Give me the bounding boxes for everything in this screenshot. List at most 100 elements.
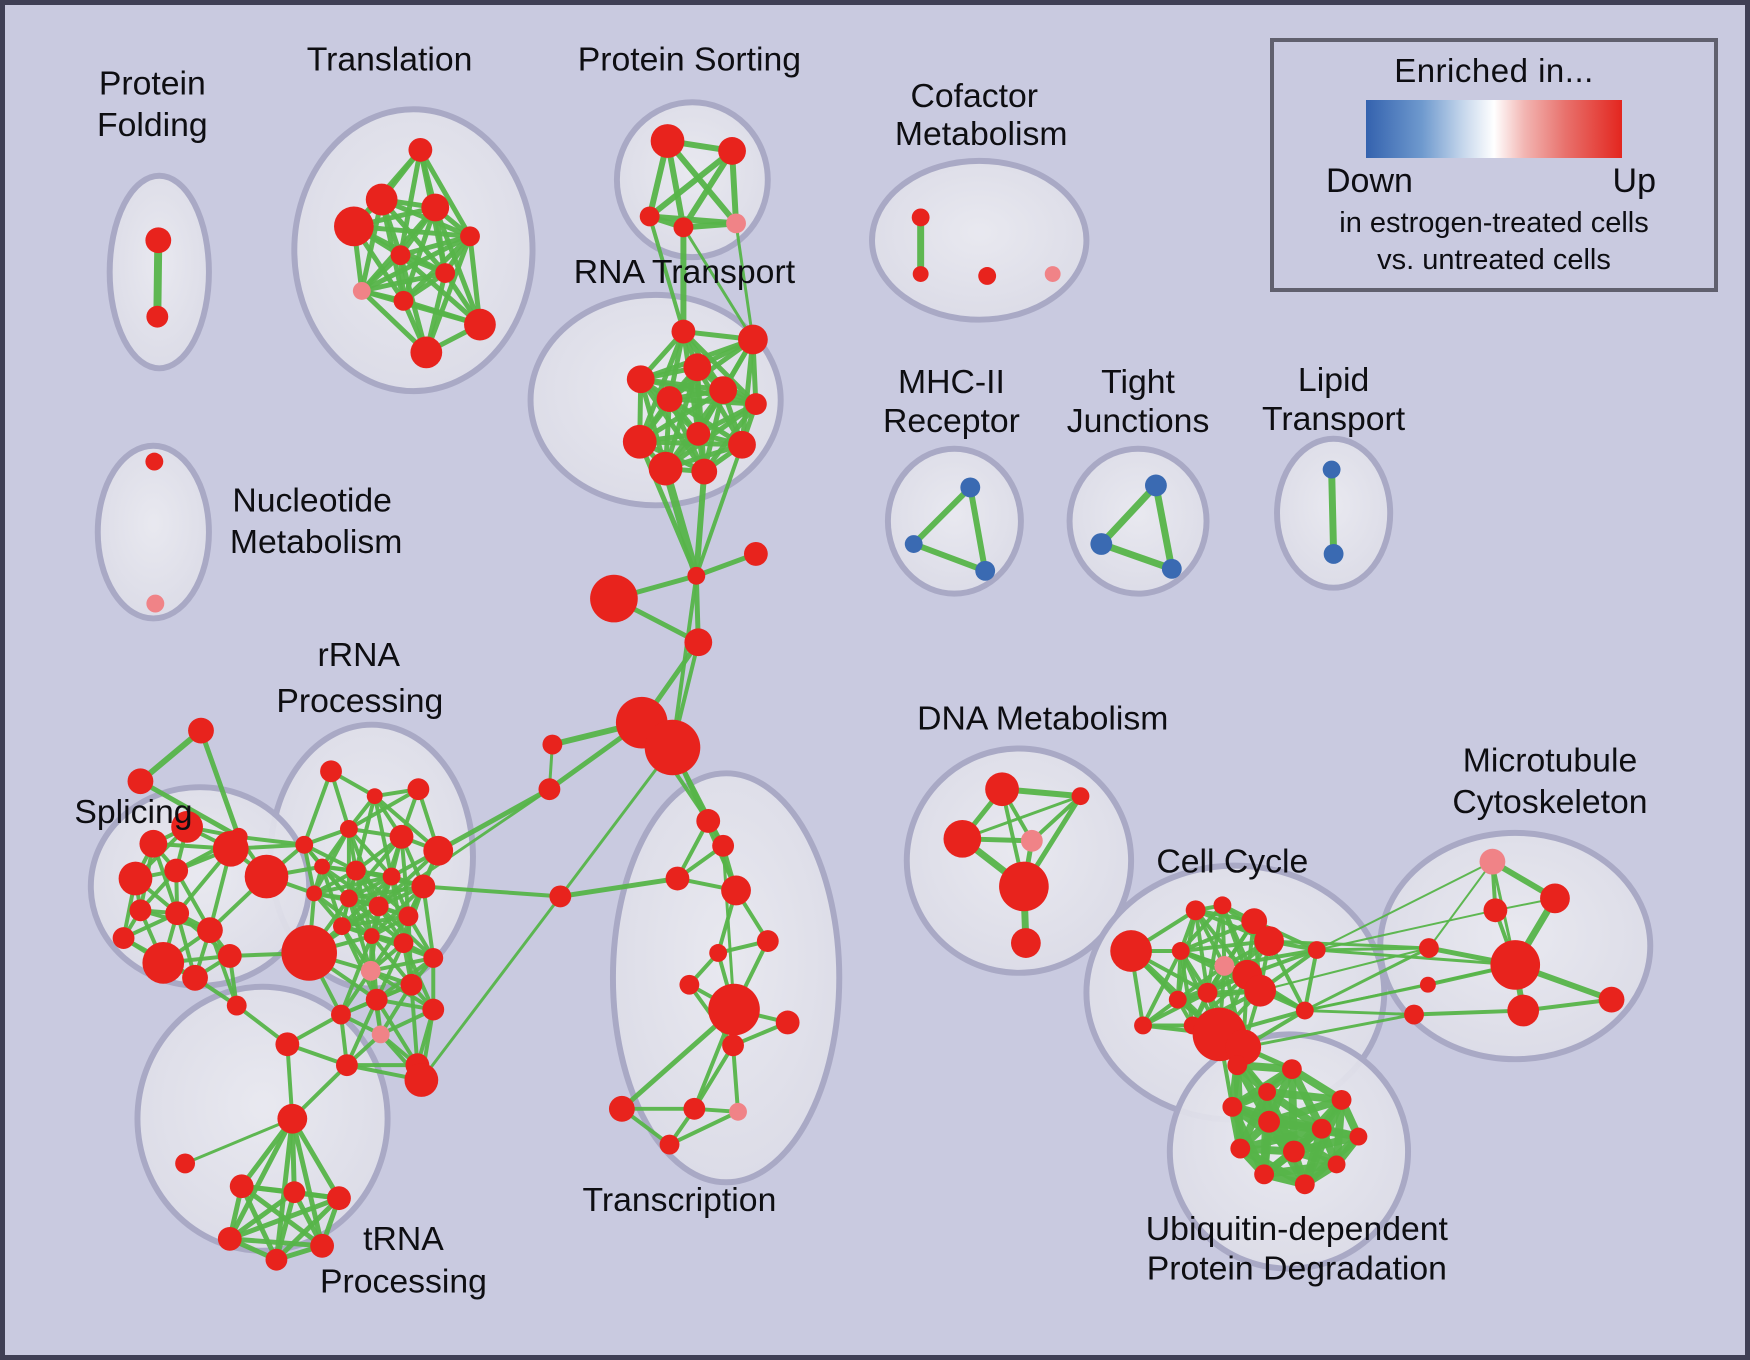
network-edge bbox=[239, 1183, 279, 1263]
network-node-pf0 bbox=[145, 227, 172, 254]
network-canvas: Protein Folding Translation Protein Sorting… bbox=[74, 41, 1654, 1300]
network-edge bbox=[346, 826, 394, 879]
network-node-cc8 bbox=[1244, 974, 1277, 1007]
network-edge bbox=[289, 1116, 325, 1249]
legend-box: Enriched in... Down Up in estrogen-treat… bbox=[1270, 38, 1718, 292]
network-node-ub9 bbox=[1327, 1155, 1346, 1174]
network-node-x0 bbox=[665, 866, 690, 891]
network-edge bbox=[960, 794, 1082, 841]
network-node-r3 bbox=[339, 819, 358, 838]
network-node-tj1 bbox=[1090, 533, 1113, 555]
network-edge bbox=[692, 1043, 736, 1111]
network-node-x9 bbox=[722, 1034, 744, 1057]
network-edge bbox=[312, 874, 394, 896]
network-edge bbox=[1315, 860, 1494, 951]
network-node-m4 bbox=[1507, 994, 1540, 1027]
network-node-mh2 bbox=[975, 560, 996, 581]
network-node-lp0 bbox=[1322, 460, 1341, 479]
cluster-label-protein-sorting: Protein Sorting bbox=[578, 41, 801, 79]
network-node-s5 bbox=[244, 854, 289, 899]
network-edge bbox=[344, 997, 379, 1068]
network-node-cc16 bbox=[1295, 1001, 1314, 1020]
network-node-c3 bbox=[684, 628, 713, 657]
network-node-cc9 bbox=[1197, 982, 1218, 1003]
cluster-label-lipid-2: Transport bbox=[1262, 400, 1406, 438]
legend-caption-line2: vs. untreated cells bbox=[1377, 244, 1611, 277]
network-node-rt10 bbox=[648, 451, 683, 486]
network-edge bbox=[312, 826, 351, 896]
network-node-r14 bbox=[306, 885, 323, 902]
cluster-label-microtubule-2: Cytoskeleton bbox=[1452, 783, 1647, 821]
cluster-label-ubiquitin-2: Protein Degradation bbox=[1147, 1250, 1447, 1288]
network-edge bbox=[721, 844, 736, 1012]
network-node-r13 bbox=[398, 906, 419, 927]
network-node-l8 bbox=[371, 1025, 390, 1044]
network-node-dn5 bbox=[1010, 928, 1041, 958]
network-edge bbox=[1302, 948, 1319, 1013]
network-node-cf0 bbox=[911, 208, 930, 227]
network-node-l1 bbox=[217, 944, 242, 968]
cluster-ellipse-cofactor bbox=[869, 157, 1090, 323]
network-node-tl7 bbox=[352, 281, 371, 300]
network-node-t0 bbox=[188, 717, 214, 744]
cluster-label-translation: Translation bbox=[307, 41, 473, 79]
network-edge bbox=[1178, 919, 1257, 953]
network-edge bbox=[638, 376, 759, 407]
network-node-cc6 bbox=[1214, 955, 1235, 976]
network-node-ub4 bbox=[1258, 1110, 1280, 1133]
network-edge bbox=[1097, 540, 1176, 573]
network-node-dn3 bbox=[1020, 829, 1043, 852]
network-node-dn1 bbox=[1071, 787, 1090, 806]
network-node-x7 bbox=[708, 983, 760, 1036]
network-edge bbox=[409, 982, 420, 1068]
network-edge bbox=[1178, 903, 1225, 953]
network-node-ps0 bbox=[650, 124, 685, 158]
network-edge bbox=[1236, 1124, 1326, 1153]
network-edge bbox=[1260, 1087, 1272, 1179]
network-node-s7 bbox=[165, 901, 190, 926]
cluster-label-tight-2: Junctions bbox=[1067, 402, 1210, 440]
network-node-x1 bbox=[696, 809, 721, 833]
cluster-label-mhc-1: MHC-II bbox=[898, 363, 1005, 401]
network-node-x3 bbox=[721, 875, 751, 906]
network-node-c6 bbox=[542, 734, 563, 755]
network-edge bbox=[421, 884, 436, 960]
network-edge bbox=[417, 147, 473, 239]
network-node-l6 bbox=[360, 960, 381, 981]
cluster-label-ubiquitin-1: Ubiquitin-dependent bbox=[1146, 1210, 1449, 1248]
network-edge bbox=[1289, 1132, 1363, 1156]
cluster-label-rrna-2: Processing bbox=[276, 682, 443, 720]
network-node-t1 bbox=[127, 768, 154, 795]
network-node-r2 bbox=[407, 778, 430, 801]
network-node-s10 bbox=[112, 927, 135, 950]
network-edge bbox=[1263, 1087, 1346, 1104]
network-edge bbox=[368, 955, 436, 973]
cluster-ellipse-tight bbox=[1066, 445, 1210, 597]
cluster-label-dna-metabolism: DNA Metabolism bbox=[917, 700, 1168, 738]
network-edge bbox=[646, 147, 736, 220]
cluster-label-cofactor-1: Cofactor bbox=[910, 77, 1038, 115]
network-edge bbox=[681, 225, 755, 342]
network-edge bbox=[910, 484, 974, 547]
network-edge bbox=[1241, 1013, 1416, 1049]
legend-caption: in estrogen-treated cells vs. untreated … bbox=[1274, 205, 1714, 279]
network-node-l2 bbox=[226, 995, 247, 1016]
network-edge bbox=[694, 442, 744, 578]
cluster-label-rrna-1: rRNA bbox=[318, 636, 401, 674]
network-edge bbox=[1141, 949, 1183, 1028]
cluster-label-nucleotide-2: Metabolism bbox=[230, 523, 403, 561]
network-node-cc3 bbox=[1241, 908, 1268, 935]
network-node-c8 bbox=[549, 885, 572, 908]
network-edge bbox=[198, 728, 242, 840]
network-node-m2 bbox=[1483, 898, 1508, 923]
network-node-r1 bbox=[366, 788, 383, 805]
network-node-cc10 bbox=[1168, 990, 1187, 1009]
network-node-m5 bbox=[1598, 986, 1625, 1013]
network-node-ps1 bbox=[718, 137, 746, 165]
network-edge bbox=[372, 794, 394, 879]
cluster-label-rna-transport: RNA Transport bbox=[574, 253, 796, 291]
network-node-u4 bbox=[327, 1186, 351, 1211]
nodes-layer bbox=[112, 124, 1625, 1271]
network-edge bbox=[638, 376, 707, 475]
cluster-label-nucleotide-1: Nucleotide bbox=[232, 481, 391, 519]
